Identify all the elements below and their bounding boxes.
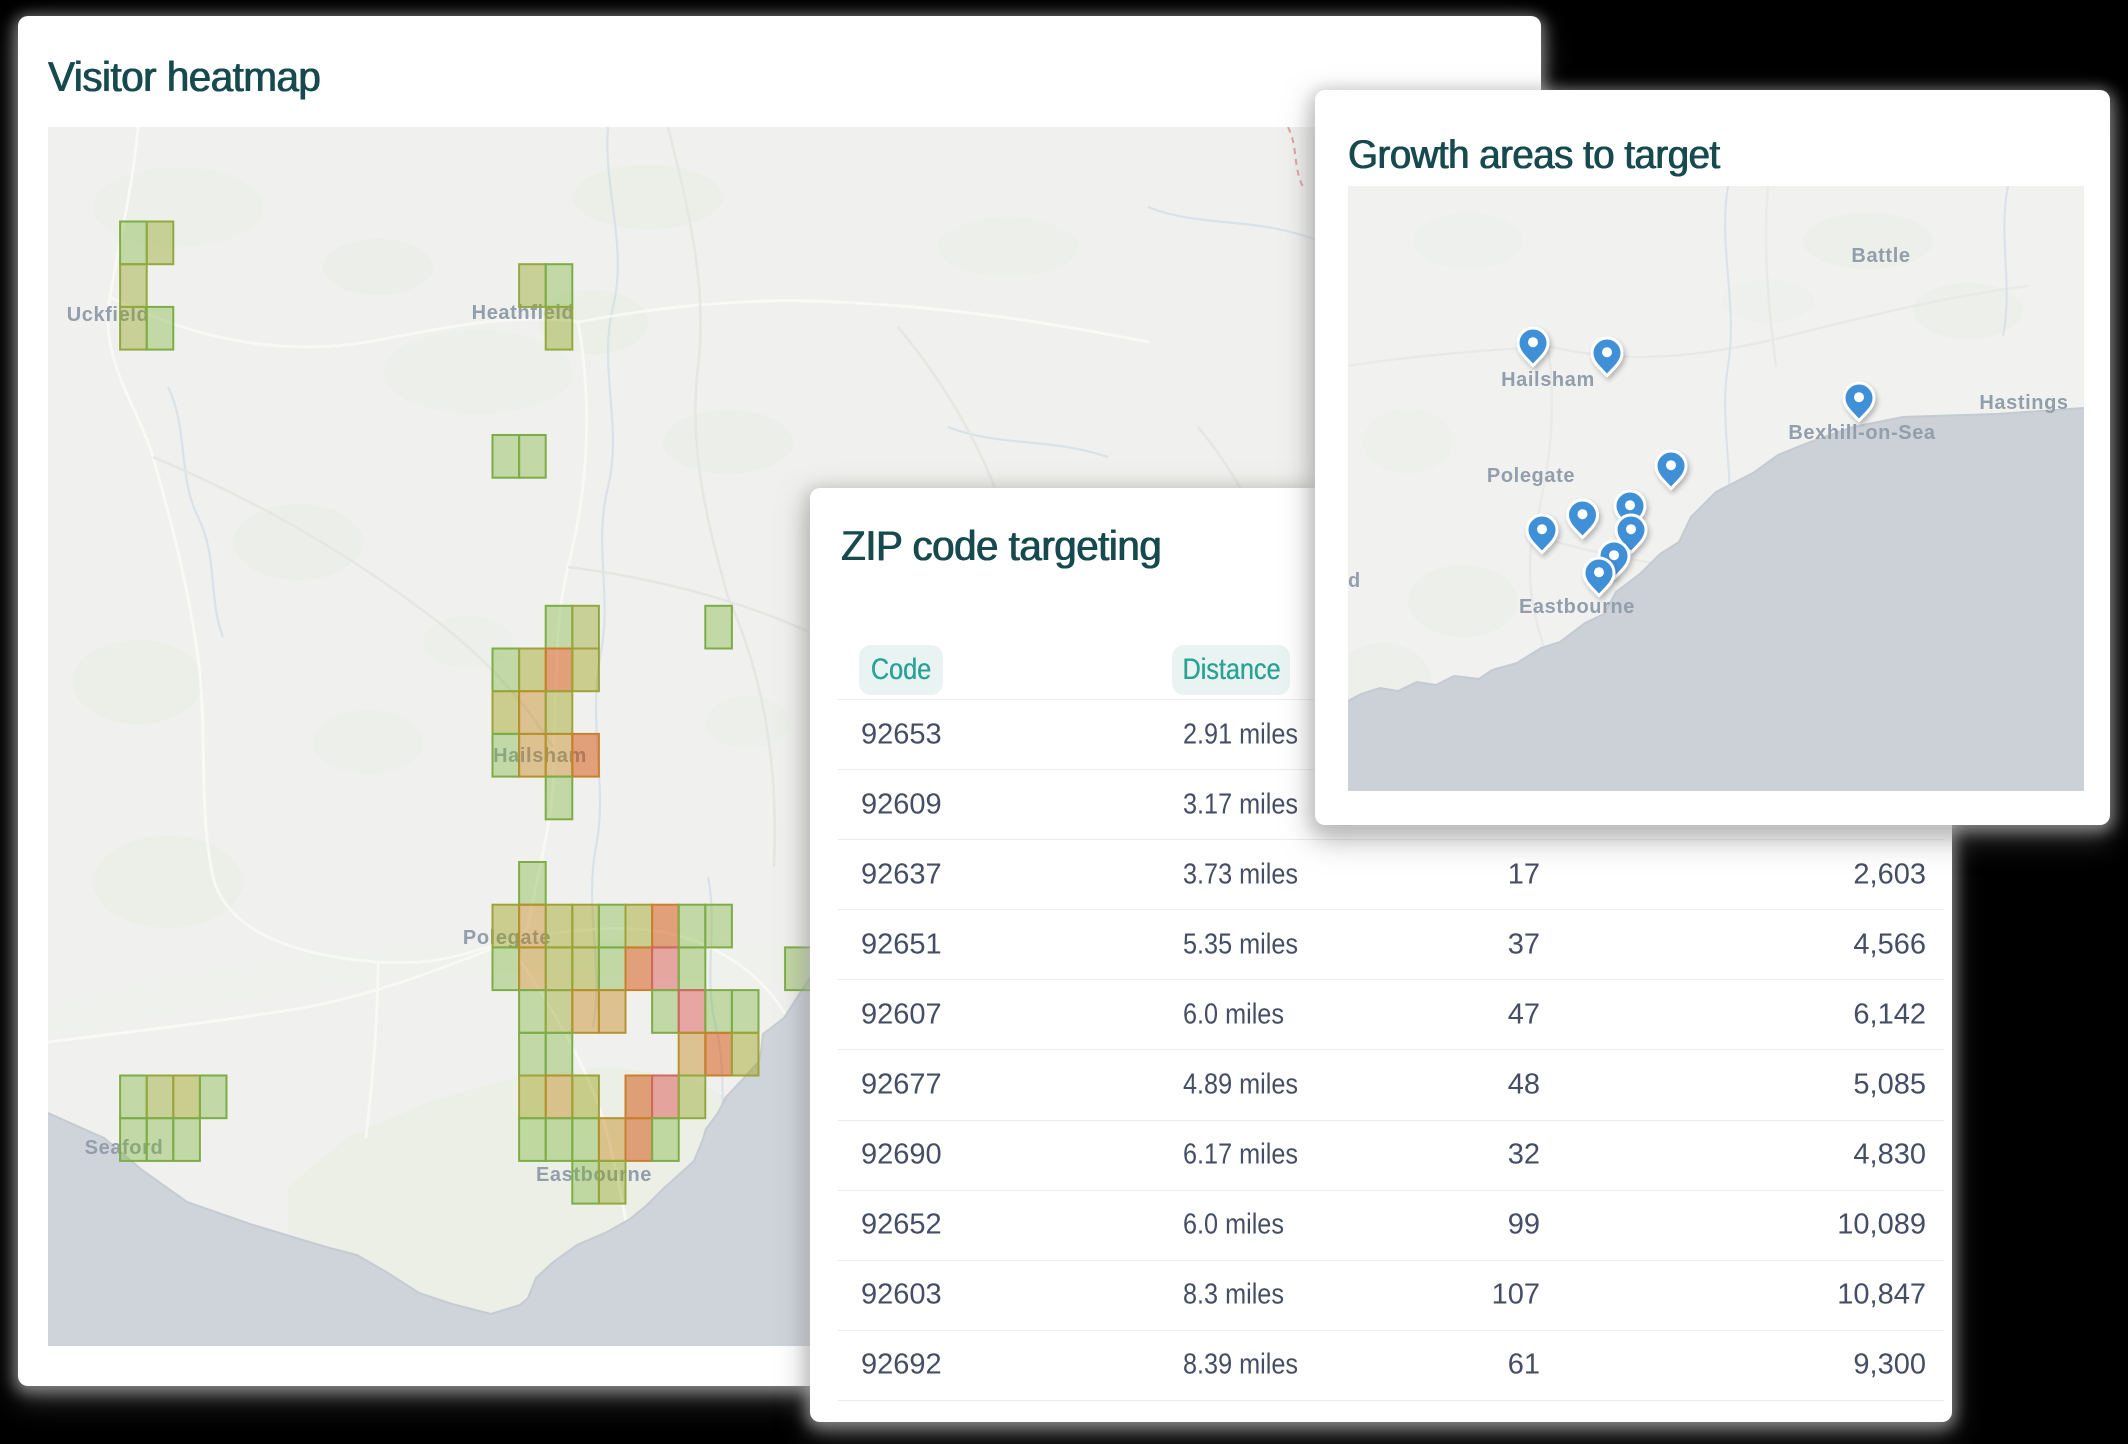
svg-text:Hastings: Hastings (1979, 392, 2068, 414)
svg-text:d: d (1348, 570, 1361, 592)
svg-text:Polegate: Polegate (463, 927, 551, 949)
svg-text:Polegate: Polegate (1487, 465, 1575, 487)
svg-text:Eastbourne: Eastbourne (536, 1164, 652, 1186)
svg-text:Uckfield: Uckfield (67, 304, 150, 326)
svg-text:Bexhill-on-Sea: Bexhill-on-Sea (1788, 422, 1936, 444)
svg-text:Battle: Battle (1851, 245, 1910, 267)
svg-text:Hailsham: Hailsham (493, 745, 587, 767)
svg-text:Seaford: Seaford (85, 1137, 164, 1159)
svg-text:Eastbourne: Eastbourne (1519, 596, 1635, 618)
svg-text:Hailsham: Hailsham (1501, 369, 1595, 391)
